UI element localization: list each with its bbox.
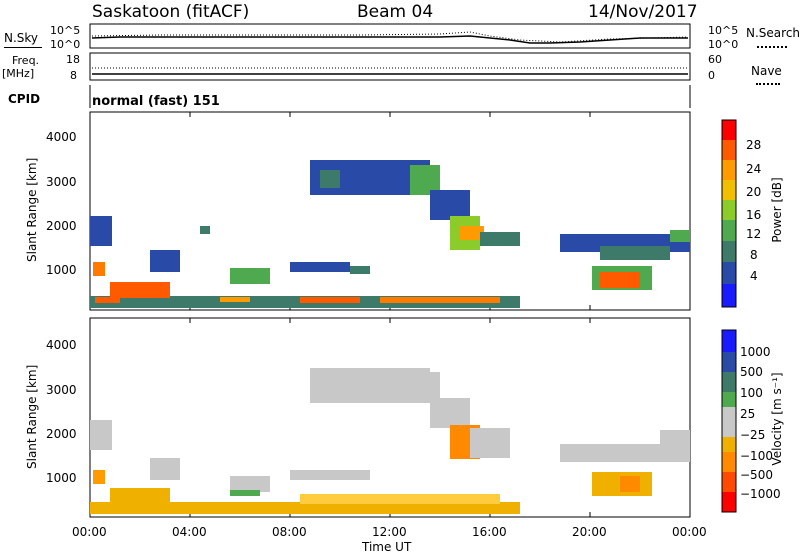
xtick-1600: 16:00	[472, 525, 507, 539]
velocity-ytick-1000: 1000	[46, 471, 77, 485]
power-cb-tick-16: 16	[746, 208, 762, 222]
power-colorbar	[721, 119, 737, 308]
date-title: 14/Nov/2017	[588, 2, 698, 22]
xtick-0000-end: 00:00	[672, 525, 707, 539]
velocity-cb-tick-neg25: −25	[740, 428, 766, 442]
xtick-0800: 08:00	[272, 525, 307, 539]
nave-label: Nave	[751, 64, 782, 78]
beam-title: Beam 04	[357, 2, 434, 22]
velocity-cb-tick-100: 100	[740, 386, 763, 400]
velocity-colorbar	[721, 329, 737, 513]
nsearch-legend-line	[757, 46, 787, 48]
xtick-0400: 04:00	[172, 525, 207, 539]
power-cb-tick-12: 12	[746, 227, 762, 241]
power-heatmap	[90, 160, 690, 308]
xtick-0000: 00:00	[72, 525, 107, 539]
velocity-cb-tick-neg1000: −1000	[740, 487, 781, 501]
velocity-ytick-3000: 3000	[46, 383, 77, 397]
nsky-label-underline	[4, 47, 42, 48]
nsky-panel-frame	[89, 23, 691, 49]
nsky-trace	[91, 35, 688, 44]
freq-label: Freq.	[12, 54, 40, 67]
x-axis-label: Time UT	[362, 540, 412, 554]
nave-tick-bottom: 0	[708, 69, 715, 82]
velocity-cb-tick-500: 500	[740, 365, 763, 379]
velocity-ytick-2000: 2000	[46, 427, 77, 441]
velocity-ytick-4000: 4000	[46, 338, 77, 352]
nsearch-tick-top: 10^5	[708, 24, 739, 37]
xtick-2000: 20:00	[572, 525, 607, 539]
freq-panel-frame	[89, 52, 691, 81]
velocity-heatmap	[90, 368, 690, 514]
power-cb-tick-20: 20	[746, 185, 762, 199]
nsky-tick-bottom: 10^0	[50, 38, 81, 51]
nsearch-tick-bottom: 10^0	[708, 38, 739, 51]
power-ytick-3000: 3000	[46, 175, 77, 189]
site-title: Saskatoon (fitACF)	[92, 2, 250, 22]
freq-tick-top: 18	[66, 53, 80, 66]
power-cb-tick-4: 4	[750, 269, 758, 283]
velocity-cb-tick-1000: 1000	[740, 345, 771, 359]
velocity-cb-tick-neg500: −500	[740, 468, 773, 482]
freq-tick-bottom: 8	[70, 69, 77, 82]
nave-legend-line	[756, 83, 780, 85]
power-ytick-1000: 1000	[46, 263, 77, 277]
power-cb-tick-28: 28	[746, 138, 762, 152]
nsky-tick-top: 10^5	[50, 24, 81, 37]
power-cb-tick-24: 24	[746, 162, 762, 176]
xtick-1200: 12:00	[372, 525, 407, 539]
nsky-label: N.Sky	[4, 31, 39, 45]
velocity-cb-tick-25: 25	[740, 407, 756, 421]
nsearch-label: N.Search	[746, 26, 800, 40]
velocity-cb-tick-neg100: −100	[740, 449, 773, 463]
cpid-label: CPID	[8, 92, 41, 106]
nave-tick-top: 60	[708, 53, 722, 66]
power-ytick-4000: 4000	[46, 130, 77, 144]
freq-unit-label: [MHz]	[2, 67, 35, 80]
power-cb-tick-8: 8	[750, 248, 758, 262]
nsearch-trace	[91, 31, 689, 43]
cpid-value: normal (fast) 151	[92, 94, 220, 109]
power-ytick-2000: 2000	[46, 219, 77, 233]
